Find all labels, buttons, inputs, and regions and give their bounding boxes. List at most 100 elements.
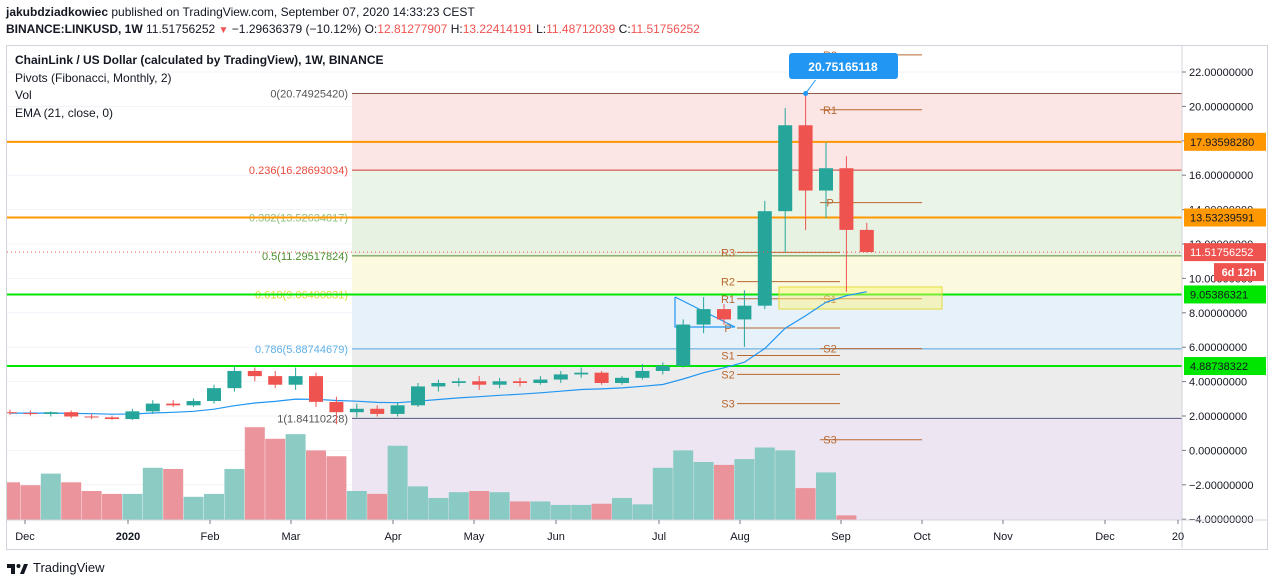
price-axis-label: 11.51756252 [1190,247,1253,259]
volume-bar [530,501,551,520]
price-tick-label: 16.00000000 [1189,170,1253,182]
price-tick-label: 22.00000000 [1189,67,1253,79]
pivot-label: P [724,323,731,335]
fib-level-label: 0(20.74925420) [270,88,348,100]
pivot-label: S1 [721,351,734,363]
price-axis-label: 17.93598280 [1190,137,1254,149]
candle-body [370,408,385,414]
candle-body [207,388,221,402]
volume-bar [163,468,184,520]
published-text: published on TradingView.com, September … [111,5,475,19]
volume-bar [142,467,163,520]
open-label: O: [364,22,378,36]
candle-body [492,381,507,385]
pivot-label: R2 [721,277,735,289]
high-pointer [805,79,817,94]
price-tick-label: 4.00000000 [1189,377,1247,389]
fib-level-label: 0.786(5.88744679) [255,344,348,356]
candle-body [717,309,731,320]
volume-bar [673,450,694,520]
high-callout-box [789,53,898,79]
legend-vol[interactable]: Vol [15,88,32,102]
candle-body [859,229,874,253]
legend-title[interactable]: ChainLink / US Dollar (calculated by Tra… [15,53,384,67]
price-axis-label: 9.05386321 [1190,289,1248,301]
candle-body [43,412,58,414]
volume-bar [183,496,204,520]
candle-body [798,125,813,191]
volume-bar [428,497,449,520]
close-value: 11.51756252 [630,22,700,36]
chart-frame[interactable] [6,45,1268,550]
candle-body [533,379,548,383]
price-tick-label: 0.00000000 [1189,445,1247,457]
time-tick-label: 2020 [116,531,140,543]
candle-body [574,372,589,375]
volume-bar [7,482,20,520]
candle-body [288,376,303,385]
price-axis-label-box [1184,285,1266,304]
fib-level-label: 0.382(13.52634817) [249,213,348,225]
fib-level-label: 1(1.84110228) [277,413,348,425]
fib-level-label: 0.5(11.29517824) [262,251,348,263]
volume-bar [204,493,224,520]
candle-body [23,413,38,415]
legend-pivots[interactable]: Pivots (Fibonacci, Monthly, 2) [15,70,172,85]
candle-body [778,125,793,212]
author-name[interactable]: jakubdziadkowiec [6,5,109,19]
time-tick-label: Oct [913,531,930,543]
tradingview-logo-icon [6,561,28,575]
pivot-label: S3 [823,435,836,447]
high-value: 13.22414191 [462,22,533,36]
price-axis-label-box [1184,208,1266,227]
candle-body [247,370,262,377]
candle-body [431,382,446,387]
candle-body [635,370,650,378]
volume-bar [265,438,286,520]
time-tick-label: Aug [730,531,750,543]
candle-body [390,405,405,414]
volume-bar [81,491,102,520]
volume-bar [244,427,265,520]
candle-body [737,305,752,320]
candle-body [125,411,140,420]
candle-body [819,168,833,191]
time-tick-label: Jun [547,531,565,543]
time-tick-label: Mar [282,531,301,543]
time-tick-label: 20 [1172,531,1184,543]
candle-body [105,417,119,420]
time-tick-label: Dec [15,531,35,543]
candle-body [696,309,711,325]
pivot-label: P [826,198,833,210]
volume-bar [612,497,632,520]
price-tick-label: 8.00000000 [1189,308,1247,320]
brand-name: TradingView [33,560,105,575]
volume-bar [591,503,612,520]
volume-bar [122,493,143,520]
volume-bar [632,504,653,520]
footer-brand[interactable]: TradingView [6,560,105,575]
price-axis-label-box [1184,243,1266,262]
candle-body [227,370,242,389]
volume-bar [306,450,326,520]
fib-band [352,348,1182,419]
last-price: 11.51756252 [146,22,216,36]
time-tick-label: Jul [652,531,666,543]
candle-body [349,408,364,413]
volume-bar [816,472,836,520]
price-tick-label: 6.00000000 [1189,342,1247,354]
price-change: −1.29636379 (−10.12%) [231,22,362,36]
candle-body [676,324,691,366]
legend-ema[interactable]: EMA (21, close, 0) [15,105,114,120]
candle-body [615,377,629,383]
low-value: 11.48712039 [546,22,616,36]
candle-body [145,403,160,412]
candle-body [655,365,670,371]
volume-bar [550,504,571,520]
time-tick-label: Sep [831,531,851,543]
fib-level-label: 0.236(16.28693034) [249,165,348,177]
countdown-box [1214,263,1264,282]
volume-bar [469,491,490,520]
candle-body [594,372,609,383]
